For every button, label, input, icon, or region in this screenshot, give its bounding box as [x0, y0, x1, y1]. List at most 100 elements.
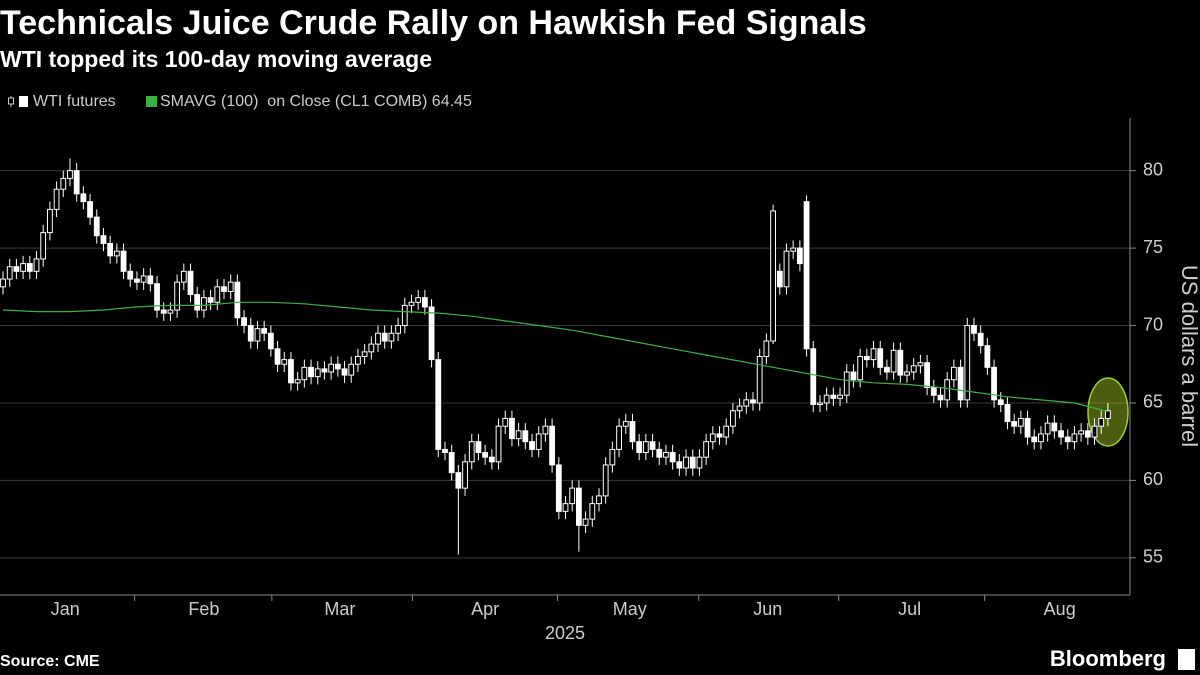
candle-body — [40, 232, 47, 260]
candle-body — [897, 349, 904, 376]
candle-body — [154, 283, 160, 311]
candle-body — [87, 201, 93, 218]
legend-label: SMAVG (100) on Close (CL1 COMB) — [160, 93, 427, 110]
candle-body — [723, 425, 730, 438]
candle-body — [1011, 421, 1018, 427]
marks-layer — [0, 158, 1111, 555]
candle-body — [997, 399, 1004, 406]
candle-body — [60, 177, 67, 190]
candle-body — [776, 270, 783, 288]
candle-body — [716, 433, 723, 438]
candle-body — [482, 452, 489, 458]
candle-body — [46, 208, 53, 234]
candle-body — [790, 247, 797, 252]
candle-body — [924, 362, 931, 388]
x-tick-label: Jul — [898, 599, 921, 619]
candle-body — [529, 441, 535, 450]
candle-body — [314, 368, 321, 378]
candle-body — [401, 304, 408, 327]
candle-body — [549, 425, 556, 466]
candle-body — [328, 363, 335, 373]
legend-value: 64.45 — [432, 93, 472, 110]
candle-body — [207, 297, 214, 303]
candle-body — [703, 441, 710, 458]
candle-body — [1051, 422, 1058, 432]
candle-body — [1004, 404, 1011, 423]
candle-body — [850, 371, 857, 381]
candle-body — [730, 410, 736, 427]
candle-body — [100, 235, 107, 244]
candle-body — [569, 487, 576, 505]
candle-body — [395, 325, 401, 334]
candle-body — [756, 356, 763, 404]
candle-body — [355, 356, 361, 365]
candle-body — [294, 379, 301, 384]
legend-icon — [146, 96, 157, 107]
candle-body — [93, 216, 100, 237]
candle-body — [288, 359, 294, 384]
candle-body — [515, 430, 522, 440]
candle-body — [1017, 417, 1024, 427]
candle-body — [234, 281, 241, 319]
candle-body — [502, 417, 509, 427]
candle-body — [602, 464, 609, 497]
candle-body — [750, 399, 756, 404]
candle-body — [381, 332, 388, 342]
candle-body — [107, 242, 114, 257]
chart-title: Technicals Juice Crude Rally on Hawkish … — [0, 4, 867, 42]
candle-body — [877, 348, 884, 368]
logo-icon — [1178, 649, 1195, 670]
source: Source: CME — [0, 653, 100, 670]
candle-body — [582, 518, 589, 526]
candle-body — [13, 266, 20, 272]
candle-body — [803, 201, 810, 350]
candle-body — [1098, 417, 1105, 427]
x-tick-label: May — [613, 599, 647, 619]
candle-body — [281, 359, 288, 365]
candle-body — [669, 452, 676, 463]
labels-layer: 55 60 65 70 75 80 Jan Feb Mar Apr May Jun Jul Aug — [51, 159, 1163, 618]
candle-body — [770, 210, 776, 342]
candle-body — [201, 297, 207, 311]
candle-body — [817, 402, 823, 406]
candle-body — [636, 441, 643, 454]
candle-body — [917, 362, 924, 367]
x-tick-label: Feb — [188, 599, 219, 619]
candle-body — [120, 250, 127, 272]
candle-body — [542, 425, 549, 435]
candle-body — [428, 306, 435, 361]
candle-body — [221, 286, 227, 292]
candle-body — [415, 297, 422, 303]
candle-body — [408, 301, 415, 306]
candle-body — [375, 332, 381, 345]
candle-body — [663, 452, 669, 458]
legend-icon — [19, 96, 28, 107]
candle-body — [180, 270, 187, 283]
candle-body — [890, 349, 897, 373]
candle-body — [910, 365, 917, 373]
candle-body — [113, 250, 120, 257]
candle-body — [187, 270, 194, 296]
candle-body — [870, 348, 877, 361]
candle-body — [334, 363, 341, 370]
candle-body — [689, 456, 696, 469]
candle-body — [837, 394, 843, 399]
candle-body — [622, 421, 629, 427]
candle-body — [80, 193, 87, 203]
y-tick-label: 70 — [1143, 314, 1163, 334]
candle-body — [863, 356, 870, 361]
candle-body — [140, 275, 147, 283]
candle-body — [455, 472, 462, 489]
y-tick-label: 65 — [1143, 392, 1163, 412]
candle-body — [1071, 433, 1078, 443]
candle-body — [167, 309, 174, 314]
candle-body — [957, 366, 964, 401]
candle-body — [341, 368, 348, 376]
candle-body — [823, 394, 830, 404]
candle-body — [448, 452, 455, 474]
candle-body — [656, 448, 663, 458]
candle-body — [964, 325, 971, 401]
y-tick-label: 60 — [1143, 469, 1163, 489]
candle-body — [676, 461, 683, 469]
candle-body — [53, 188, 60, 210]
